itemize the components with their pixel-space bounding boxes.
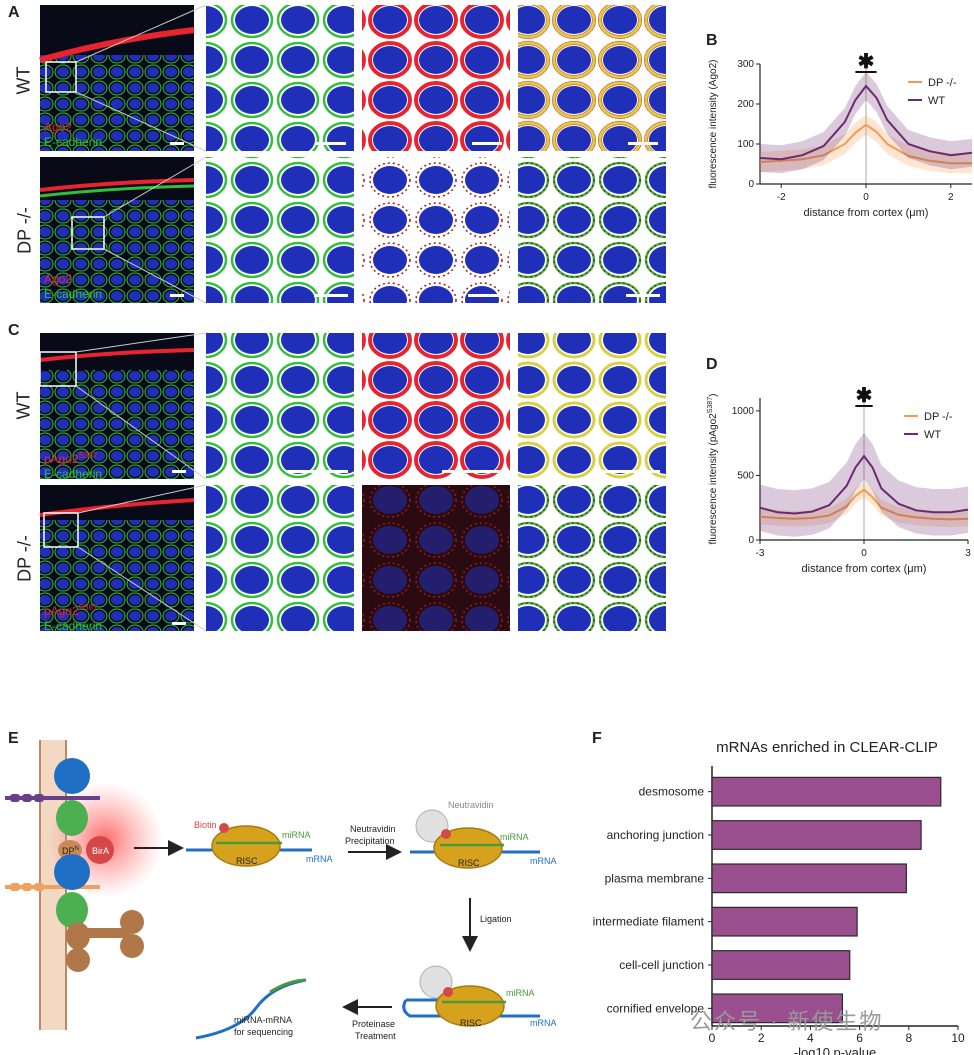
category-label: intermediate filament [593,915,705,929]
bar-intermediate-filament [711,906,858,937]
svg-text:Proteinase: Proteinase [352,1019,395,1029]
panel-label-d: D [706,356,718,373]
x-axis-label: -log10 p-value [794,1045,876,1055]
plot-b: 0 100 200 300 -2 0 2 ✱ DP -/- WT distance from cor… [708,51,973,219]
category-label: cornified envelope [607,1001,705,1015]
svg-text:miRNA: miRNA [282,830,311,840]
panel-label-a: A [8,4,20,21]
plot-f: mRNAs enriched in CLEAR-CLIP desmosome anc… [593,739,965,1055]
panel-label-e: E [8,730,19,747]
x-tick-label: 8 [905,1031,912,1045]
svg-text:Treatment: Treatment [355,1031,396,1041]
y-tick-label: 200 [737,99,754,110]
x-tick-label: -2 [777,192,786,203]
significance-star: ✱ [856,385,873,407]
svg-text:RISC: RISC [460,1018,482,1028]
x-tick-label: -3 [756,548,765,559]
svg-text:RISC: RISC [458,858,480,868]
significance-star: ✱ [858,51,875,73]
svg-text:mRNA: mRNA [530,856,557,866]
x-tick-label: 6 [856,1031,863,1045]
category-label: plasma membrane [605,871,705,885]
overview-a-dp [39,156,207,304]
y-tick-label: 0 [748,179,754,190]
risc-complex-1: Biotin miRNA mRNA RISC [186,820,333,867]
micrograph-grid [39,4,666,632]
svg-text:mRNA: mRNA [530,1018,557,1028]
risc-complex-2: Neutravidin miRNA mRNA RISC [410,800,557,869]
watermark: 公众号 · 新使生物 [690,1009,884,1034]
y-axis-label: fluorescence intensity (Ago2) [708,60,719,189]
svg-text:Neutravidin: Neutravidin [350,824,396,834]
y-tick-label: 100 [737,139,754,150]
risc-complex-3: miRNA mRNA RISC [402,965,557,1028]
x-tick-label: 4 [807,1031,814,1045]
chart-title: mRNAs enriched in CLEAR-CLIP [716,739,938,756]
diagram-e: DPN BirA Biotin miRNA mRNA RISC Neutravi… [5,740,557,1041]
overview-c-dp [39,484,207,632]
x-tick-label: 10 [951,1031,965,1045]
legend-label: WT [928,95,945,107]
band-DP -/- [760,481,968,528]
stain-label-a-dp: Ago2 E-cadherin [44,272,103,301]
svg-text:miRNA: miRNA [500,832,529,842]
svg-text:miRNA-mRNA: miRNA-mRNA [234,1015,292,1025]
x-tick-label: 2 [948,192,954,203]
x-tick-label: 0 [863,192,869,203]
legend-label: DP -/- [928,77,957,89]
svg-text:for sequencing: for sequencing [234,1027,293,1037]
panel-label-b: B [706,32,718,49]
series-line-DP -/- [759,123,972,165]
svg-text:miRNA: miRNA [506,988,535,998]
bar-plasma-membrane [711,863,907,894]
series-line-DP -/- [759,488,969,521]
stain-label-a-wt: Ago2 E-cadherin [44,120,103,149]
bar-cell-cell-junction [711,950,851,980]
overview-a-wt [39,4,207,152]
bar-desmosome [711,776,942,807]
bira-enzyme [86,836,114,864]
stain-label-c-dp: pAgo2S387 E-cadherin [44,603,103,633]
legend-label: DP -/- [924,411,953,423]
x-axis-label: distance from cortex (μm) [804,207,929,219]
dp-label: DPN [62,846,79,856]
x-axis-label: distance from cortex (μm) [802,563,927,575]
svg-text:mRNA: mRNA [306,854,333,864]
series-line-WT [759,454,969,515]
y-tick-label: 500 [737,470,754,481]
svg-text:Biotin: Biotin [194,820,217,830]
stain-label-c-wt: pAgo2S387 E-cadherin [44,451,103,481]
bar-cornified-envelope [711,993,843,1024]
overview-c-wt [39,332,207,480]
category-label: desmosome [639,785,705,799]
svg-text:Neutravidin: Neutravidin [448,800,494,810]
category-label: anchoring junction [607,828,704,842]
panel-label-f: F [592,730,602,747]
series-line-WT [759,84,973,161]
panel-label-c: C [8,322,20,339]
svg-text:Ligation: Ligation [480,914,512,924]
y-axis-label: fluorescence intensity (pAgo2S387) [707,394,719,545]
x-tick-label: 0 [861,548,867,559]
y-tick-label: 300 [737,59,754,70]
bira-label: BirA [92,846,109,856]
x-tick-label: 3 [965,548,971,559]
svg-text:Precipitation: Precipitation [345,836,395,846]
y-tick-label: 0 [748,535,754,546]
category-label: cell-cell junction [619,958,704,972]
legend-label: WT [924,429,941,441]
x-tick-label: 2 [758,1031,765,1045]
x-tick-label: 0 [709,1031,716,1045]
bar-anchoring-junction [711,820,922,850]
y-tick-label: 1000 [732,406,755,417]
svg-text:RISC: RISC [236,856,258,866]
